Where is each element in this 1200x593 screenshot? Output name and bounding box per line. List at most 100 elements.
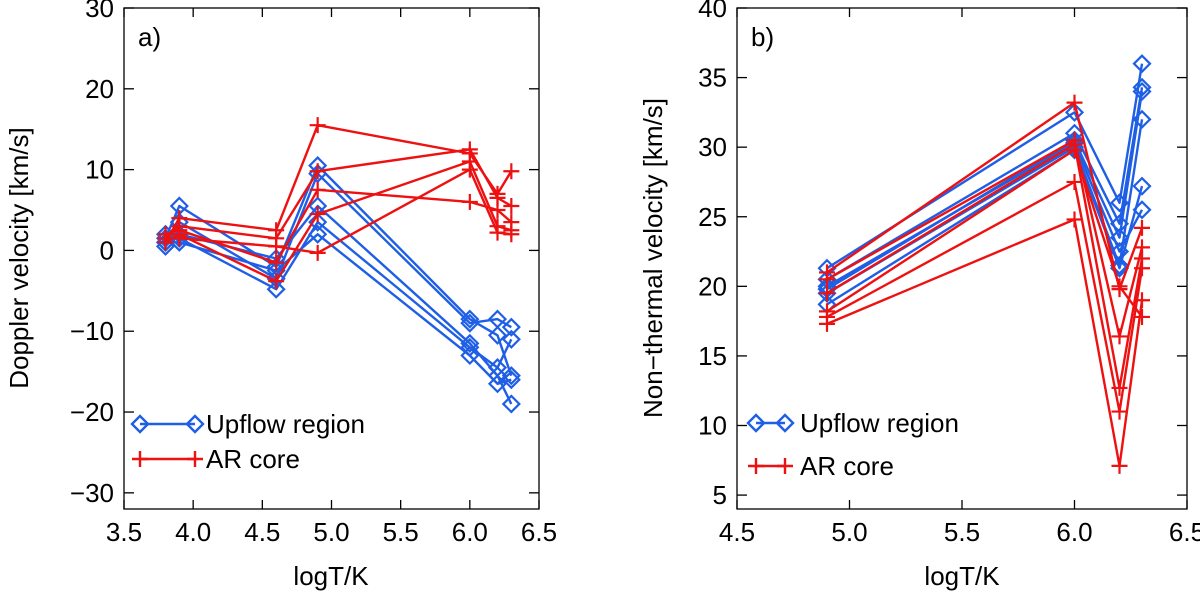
panel-b-label: b) — [751, 22, 774, 52]
series-line — [826, 148, 1143, 318]
diamond-marker — [501, 366, 521, 386]
series-line — [826, 148, 1144, 306]
x-tick-label: 6.5 — [521, 517, 557, 547]
plus-marker — [309, 163, 326, 180]
panel-a-ylabel: Doppler velocity [km/s] — [4, 127, 34, 389]
x-tick-label: 4.5 — [244, 517, 280, 547]
series-line — [826, 143, 1144, 390]
y-tick-label: 40 — [698, 0, 727, 23]
y-tick-label: 10 — [85, 155, 114, 185]
y-tick-label: 20 — [698, 271, 727, 301]
series-line — [164, 204, 513, 405]
plus-marker — [819, 285, 835, 302]
diamond-marker — [1132, 200, 1152, 220]
diamond-marker — [501, 370, 521, 390]
legend-upflow-line-sample — [130, 414, 205, 434]
legend-upflow-label: Upflow region — [800, 408, 959, 438]
plus-marker — [171, 230, 188, 247]
panel-a-plot-area — [155, 117, 521, 414]
plus-marker — [309, 244, 326, 261]
diamond-marker — [460, 313, 480, 333]
diamond-marker — [1132, 109, 1152, 129]
plus-marker — [1111, 278, 1128, 295]
y-tick-label: 15 — [698, 341, 727, 371]
series-line — [826, 87, 1144, 281]
plus-marker — [1066, 141, 1083, 158]
plus-marker — [1111, 457, 1128, 474]
diamond-marker — [487, 325, 508, 345]
plus-marker — [503, 163, 520, 180]
plus-marker — [1066, 211, 1083, 228]
y-tick-label: 35 — [698, 63, 727, 93]
y-tick-label: 10 — [698, 411, 727, 441]
y-tick-label: 30 — [698, 132, 727, 162]
plus-marker — [489, 202, 506, 219]
y-tick-label: −20 — [70, 397, 114, 427]
series-line — [826, 180, 1144, 413]
panel-b-plot-area — [817, 54, 1152, 474]
series-line — [164, 164, 513, 377]
panel-a-legend: Upflow region AR core — [130, 409, 365, 474]
y-tick-label: −30 — [70, 478, 114, 508]
diamond-marker — [266, 279, 286, 299]
panel-b-legend: Upflow region AR core — [746, 408, 959, 481]
legend-core-label: AR core — [800, 451, 894, 481]
plus-marker — [309, 206, 326, 223]
y-tick-label: 30 — [85, 0, 114, 23]
x-tick-label: 6.0 — [452, 517, 488, 547]
plus-marker — [461, 193, 478, 210]
plus-marker — [1134, 260, 1150, 277]
plus-marker — [1111, 403, 1128, 420]
plus-marker — [819, 271, 835, 288]
plus-marker — [1066, 94, 1083, 111]
legend-upflow-label: Upflow region — [206, 409, 365, 439]
legend-core-label: AR core — [206, 444, 300, 474]
diamond-marker — [308, 212, 328, 232]
plus-marker — [268, 273, 285, 290]
diamond-marker — [501, 394, 521, 414]
legend-core-line-sample — [748, 458, 793, 474]
series-line — [826, 218, 1144, 468]
diamond-marker — [1109, 241, 1130, 262]
diamond-marker — [1132, 54, 1152, 74]
plus-marker — [819, 303, 835, 320]
plus-marker — [157, 230, 174, 247]
y-tick-label: 5 — [713, 480, 727, 510]
plus-marker — [309, 181, 326, 198]
series-core — [819, 141, 1150, 325]
panel-b-xlabel: logT/K — [924, 561, 1000, 591]
x-tick-label: 6.0 — [1056, 517, 1092, 547]
series-line — [164, 160, 512, 283]
diamond-marker — [487, 374, 508, 394]
plus-marker — [503, 226, 520, 243]
panel-a-label: a) — [138, 22, 161, 52]
plus-marker — [503, 197, 520, 214]
panel-a-xlabel: logT/K — [293, 561, 369, 591]
diamond-marker — [1064, 102, 1085, 122]
series-line — [826, 138, 1144, 338]
panel-b-nonthermal-velocity: 4.5 5.0 5.5 6.0 6.5 5 10 15 20 25 30 35 40 b) logT/K… — [638, 0, 1200, 591]
series-core — [157, 161, 520, 261]
plus-marker — [1134, 292, 1150, 309]
plus-marker — [1134, 219, 1150, 236]
y-tick-label: −10 — [70, 316, 114, 346]
x-tick-label: 5.0 — [313, 517, 349, 547]
diamond-marker — [1132, 81, 1152, 102]
series-core — [819, 94, 1150, 298]
x-tick-label: 3.5 — [106, 517, 142, 547]
diamond-marker — [1132, 176, 1152, 196]
plus-marker — [268, 254, 285, 271]
plus-marker — [461, 161, 478, 178]
panel-b-ylabel: Non−thermal velocity [km/s] — [638, 98, 668, 418]
plus-marker — [1134, 308, 1150, 325]
diamond-marker — [308, 224, 328, 244]
plus-marker — [309, 117, 326, 134]
legend-core-line-sample — [132, 451, 203, 467]
plus-marker — [489, 224, 506, 241]
x-tick-label: 5.5 — [944, 517, 980, 547]
x-tick-label: 5.5 — [383, 517, 419, 547]
panel-a-doppler-velocity: 3.5 4.0 4.5 5.0 5.5 6.0 6.5 −30 −20 −10 0 10 20 30 a)… — [4, 0, 557, 591]
plus-marker — [1111, 328, 1128, 345]
series-line — [826, 101, 1144, 291]
